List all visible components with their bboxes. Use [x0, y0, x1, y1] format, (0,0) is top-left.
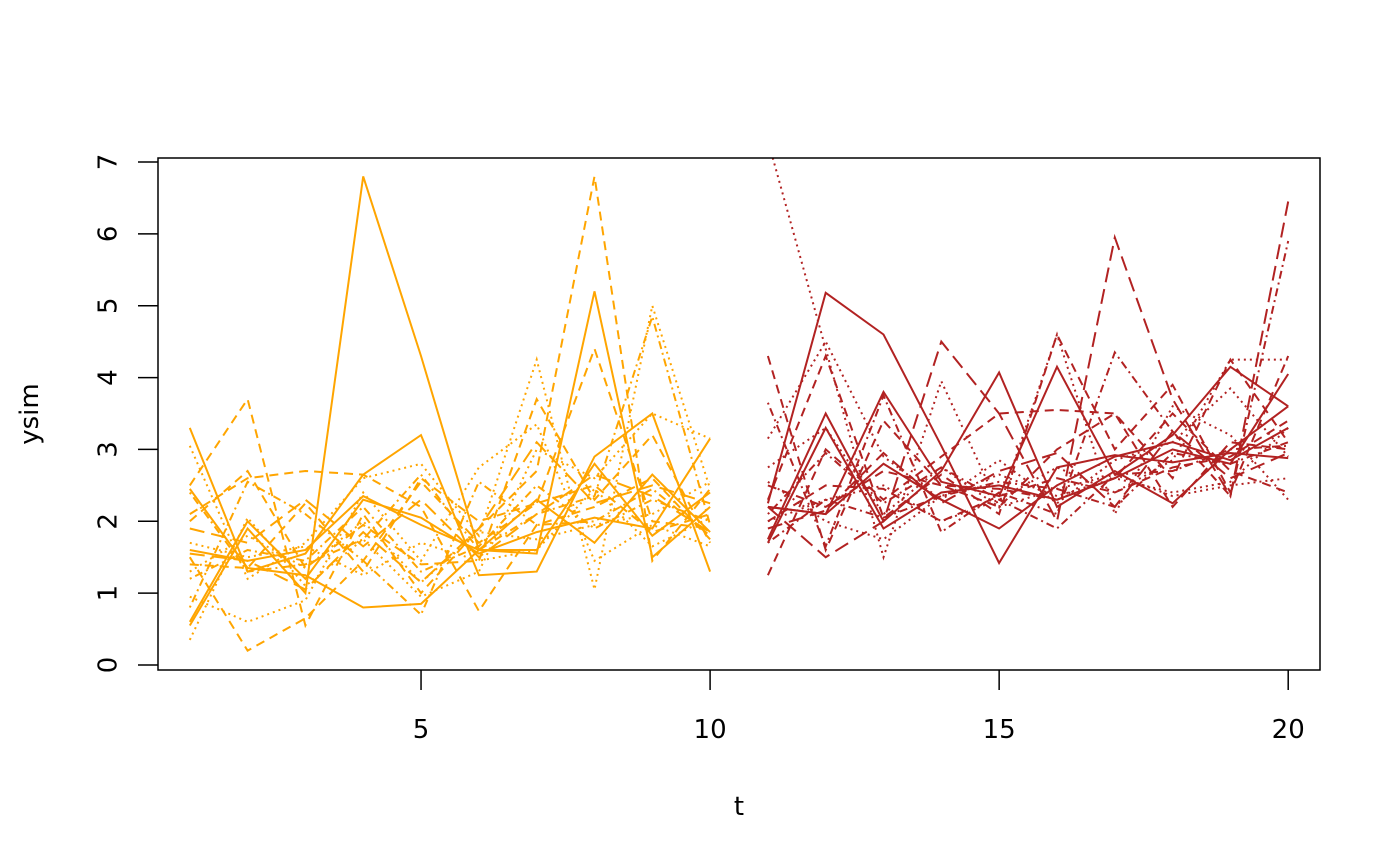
- series-line-a-14: [189, 487, 711, 577]
- series-line-a-12: [188, 412, 711, 641]
- series-line-b-34: [767, 358, 1289, 523]
- series-line-b-21: [766, 291, 1289, 566]
- series-line-a-20: [189, 473, 711, 559]
- series-line-a-8: [189, 469, 711, 614]
- series-line-b-30: [767, 419, 1289, 523]
- y-axis: 0 1 2 3 4 5 6 7: [94, 154, 158, 674]
- series-line-b-26: [766, 331, 1290, 520]
- series-line-a-1: [188, 176, 711, 627]
- series-line-a-19: [189, 440, 711, 591]
- y-axis-title: ysim: [15, 383, 45, 444]
- series-line-a-4: [189, 462, 711, 562]
- plot-frame: [157, 157, 1321, 671]
- series-line-b-27: [766, 355, 1289, 553]
- y-tick-label: 7: [94, 154, 124, 171]
- series-line-a-6: [188, 176, 711, 629]
- x-tick-label: 10: [694, 715, 727, 745]
- y-tick-label: 3: [94, 441, 124, 458]
- x-tick-label: 15: [983, 715, 1016, 745]
- y-tick-label: 5: [94, 297, 124, 314]
- series-line-a-5: [188, 438, 711, 623]
- series-line-a-10: [189, 396, 711, 570]
- series-line-b-22: [766, 370, 1289, 540]
- series-line-b-31: [771, 158, 1289, 561]
- series-line-b-29: [767, 412, 1289, 509]
- x-axis: 5 10 15 20: [413, 670, 1305, 745]
- series-line-b-33: [767, 427, 1289, 541]
- y-tick-label: 0: [94, 657, 124, 674]
- series-line-a-18: [189, 484, 711, 580]
- x-tick-label: 5: [413, 715, 430, 745]
- series-line-a-9: [189, 476, 711, 574]
- series-line-b-38: [767, 441, 1289, 544]
- y-tick-label: 6: [94, 226, 124, 243]
- series-layer: [188, 158, 1290, 652]
- series-line-b-39: [767, 201, 1290, 559]
- series-line-b-40: [767, 430, 1289, 530]
- series-line-b-36: [766, 240, 1290, 550]
- x-tick-label: 20: [1272, 715, 1305, 745]
- series-line-a-15: [189, 480, 711, 584]
- y-tick-label: 2: [94, 513, 124, 530]
- y-tick-label: 1: [94, 585, 124, 602]
- y-tick-label: 4: [94, 369, 124, 386]
- series-line-a-13: [189, 422, 711, 623]
- series-line-a-16: [188, 313, 712, 573]
- x-axis-title: t: [734, 792, 744, 822]
- series-line-a-17: [188, 480, 711, 617]
- series-line-b-24: [767, 373, 1290, 544]
